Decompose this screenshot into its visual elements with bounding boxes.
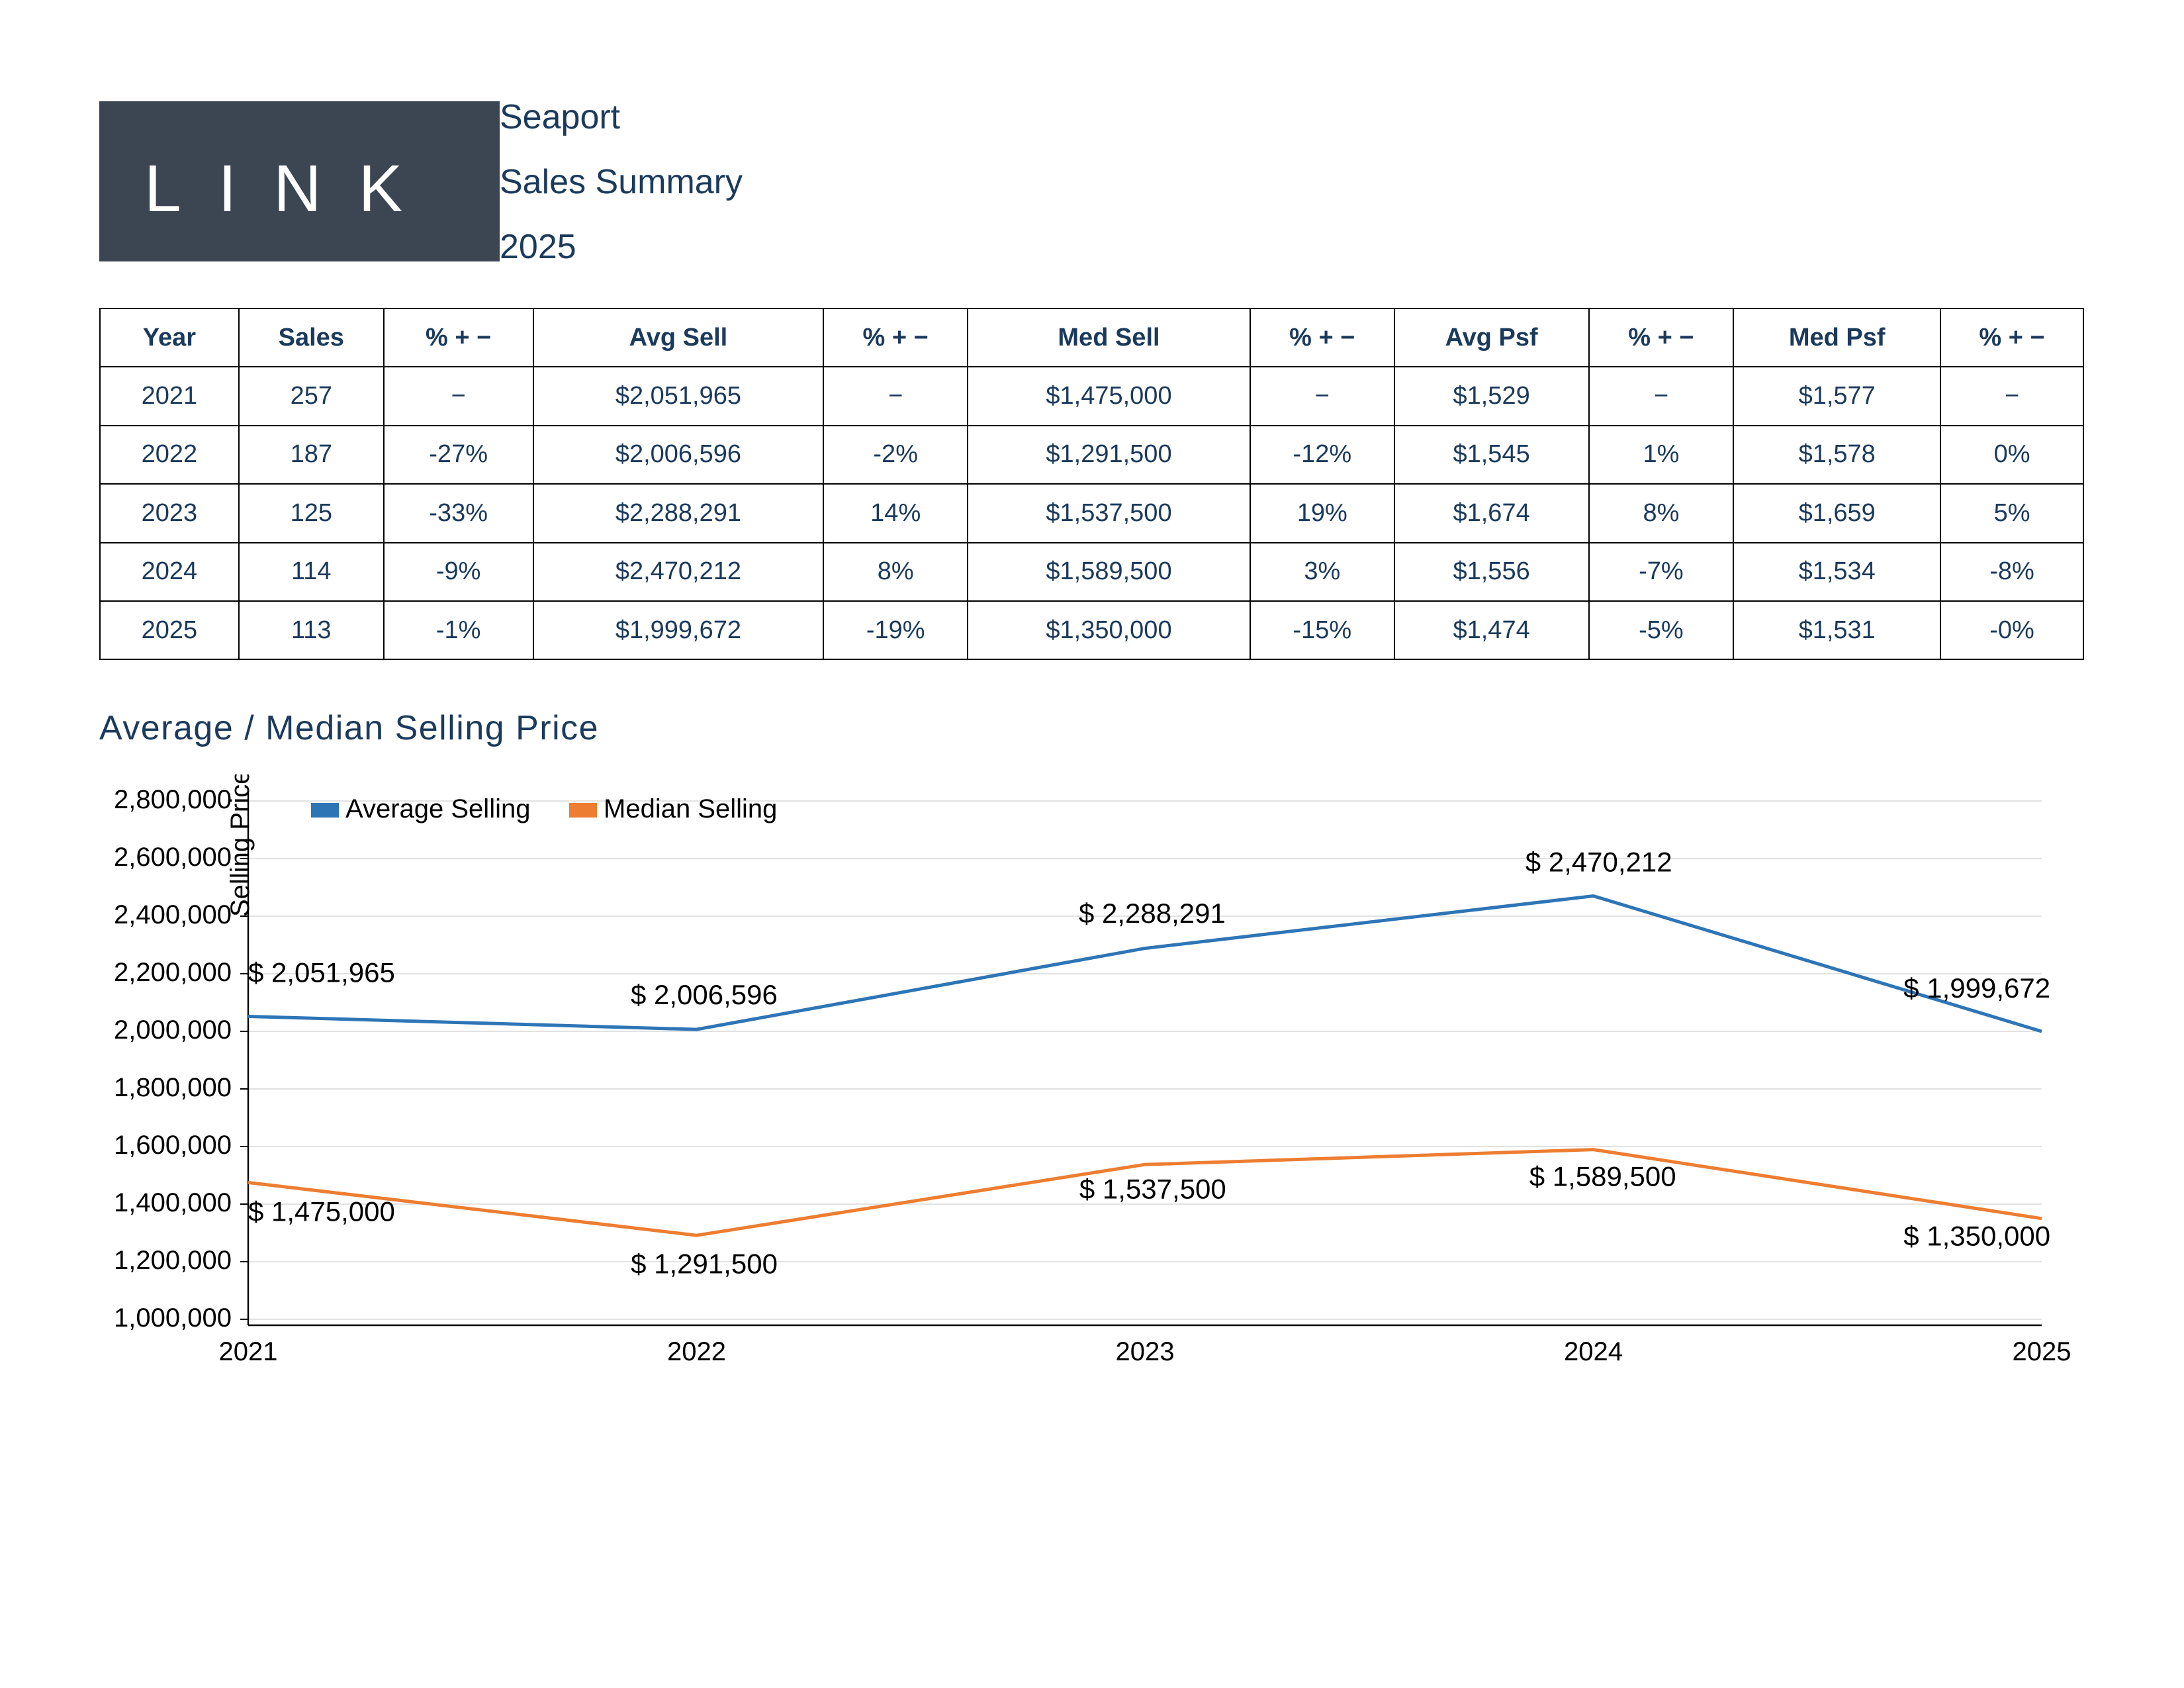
svg-text:2,000,000: 2,000,000 (114, 1015, 232, 1045)
svg-text:Selling Price ($): Selling Price ($) (226, 774, 255, 917)
svg-text:2,400,000: 2,400,000 (114, 900, 232, 929)
svg-text:2022: 2022 (667, 1337, 726, 1366)
svg-text:2,600,000: 2,600,000 (114, 843, 232, 872)
svg-text:$ 2,006,596: $ 2,006,596 (631, 979, 778, 1010)
svg-text:2023: 2023 (1116, 1337, 1175, 1366)
svg-text:Average Selling: Average Selling (345, 794, 530, 823)
svg-text:$ 1,475,000: $ 1,475,000 (248, 1196, 395, 1227)
svg-text:$ 1,537,500: $ 1,537,500 (1079, 1173, 1226, 1204)
svg-text:$ 2,051,965: $ 2,051,965 (248, 957, 395, 988)
svg-text:1,000,000: 1,000,000 (114, 1303, 232, 1333)
svg-text:$ 2,470,212: $ 2,470,212 (1525, 846, 1672, 877)
svg-text:2,200,000: 2,200,000 (114, 958, 232, 987)
svg-text:$ 2,288,291: $ 2,288,291 (1079, 898, 1226, 929)
svg-text:1,400,000: 1,400,000 (114, 1188, 232, 1217)
svg-text:2024: 2024 (1564, 1337, 1623, 1366)
svg-text:$ 1,350,000: $ 1,350,000 (1903, 1220, 2050, 1251)
svg-text:$ 1,999,672: $ 1,999,672 (1903, 972, 2050, 1004)
svg-text:1,200,000: 1,200,000 (114, 1246, 232, 1275)
svg-text:2,800,000: 2,800,000 (114, 785, 232, 814)
svg-text:Median Selling: Median Selling (604, 794, 777, 823)
svg-text:2021: 2021 (219, 1337, 278, 1366)
svg-text:1,600,000: 1,600,000 (114, 1131, 232, 1160)
svg-text:1,800,000: 1,800,000 (114, 1073, 232, 1102)
svg-text:$ 1,589,500: $ 1,589,500 (1529, 1161, 1676, 1192)
svg-text:$ 1,291,500: $ 1,291,500 (631, 1248, 778, 1279)
svg-text:2025: 2025 (2013, 1337, 2071, 1366)
